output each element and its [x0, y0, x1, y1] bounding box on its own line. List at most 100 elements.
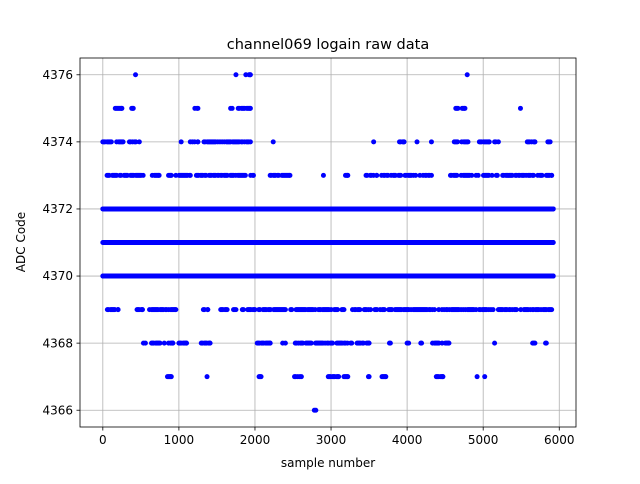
- data-point: [440, 374, 446, 380]
- data-point: [465, 139, 471, 145]
- data-point: [398, 172, 404, 178]
- y-axis-ticks: 4366 4368 4370 4372 4374 4376: [42, 68, 80, 417]
- data-point: [454, 139, 460, 145]
- data-point: [247, 72, 253, 78]
- data-point: [267, 340, 273, 346]
- data-point: [492, 340, 498, 346]
- data-point: [494, 172, 500, 178]
- data-point: [240, 307, 246, 313]
- x-tick-label: 5000: [468, 433, 499, 447]
- data-point: [532, 340, 538, 346]
- data-point: [549, 307, 555, 313]
- data-point: [413, 172, 419, 178]
- data-point: [168, 172, 174, 178]
- data-point: [229, 105, 235, 111]
- data-point: [446, 340, 452, 346]
- data-point: [252, 307, 258, 313]
- data-point: [550, 206, 556, 212]
- y-tick-label: 4370: [42, 269, 73, 283]
- data-point: [406, 340, 412, 346]
- data-point: [532, 139, 538, 145]
- data-point: [357, 307, 363, 313]
- data-point: [282, 307, 288, 313]
- data-point: [170, 340, 176, 346]
- y-tick-label: 4374: [42, 135, 73, 149]
- data-point: [531, 172, 537, 178]
- data-point: [550, 273, 556, 279]
- data-point: [414, 139, 420, 145]
- data-point: [345, 172, 351, 178]
- data-point: [108, 139, 114, 145]
- data-point: [345, 374, 351, 380]
- data-point: [258, 374, 264, 380]
- data-point: [381, 307, 387, 313]
- data-point: [195, 105, 201, 111]
- data-point: [543, 340, 549, 346]
- data-point: [349, 340, 355, 346]
- x-tick-label: 1000: [164, 433, 195, 447]
- data-point: [313, 407, 319, 413]
- data-point: [341, 307, 347, 313]
- data-point: [330, 340, 336, 346]
- x-axis-ticks: 0 1000 2000 3000 4000 5000 6000: [99, 427, 575, 447]
- data-point: [289, 307, 295, 313]
- data-point: [250, 172, 256, 178]
- data-point: [469, 172, 475, 178]
- data-point: [242, 172, 248, 178]
- data-point: [130, 105, 136, 111]
- data-point: [514, 307, 520, 313]
- x-tick-label: 6000: [544, 433, 575, 447]
- x-tick-label: 0: [99, 433, 107, 447]
- y-tick-label: 4376: [42, 68, 73, 82]
- data-point: [178, 139, 184, 145]
- data-point: [366, 374, 372, 380]
- data-point: [482, 374, 488, 380]
- data-point: [115, 307, 121, 313]
- data-point: [161, 340, 167, 346]
- data-point: [335, 307, 341, 313]
- data-point: [550, 240, 556, 245]
- data-point: [120, 139, 126, 145]
- data-point: [475, 172, 481, 178]
- data-point: [224, 307, 230, 313]
- x-tick-label: 2000: [240, 433, 271, 447]
- data-point: [455, 105, 461, 111]
- data-point: [428, 172, 434, 178]
- data-point: [233, 307, 239, 313]
- y-tick-label: 4372: [42, 202, 73, 216]
- data-point: [157, 340, 163, 346]
- data-point: [495, 139, 501, 145]
- chart-title: channel069 logain raw data: [227, 37, 429, 53]
- data-point: [383, 374, 389, 380]
- data-point: [474, 374, 480, 380]
- data-point: [195, 139, 201, 145]
- data-point: [308, 340, 314, 346]
- data-point: [140, 172, 146, 178]
- data-point: [490, 307, 496, 313]
- data-point: [156, 172, 162, 178]
- data-point: [204, 374, 210, 380]
- axes-frame: [79, 57, 577, 428]
- data-point: [462, 105, 468, 111]
- data-point: [489, 172, 495, 178]
- y-tick-label: 4366: [42, 403, 73, 417]
- data-point: [517, 105, 523, 111]
- data-point: [136, 139, 142, 145]
- data-point: [486, 139, 492, 145]
- data-point: [454, 172, 460, 178]
- data-point: [142, 340, 148, 346]
- data-point: [247, 105, 253, 111]
- data-point: [336, 374, 342, 380]
- data-point: [207, 340, 213, 346]
- data-point: [133, 139, 139, 145]
- data-point: [119, 105, 125, 111]
- data-point: [371, 139, 377, 145]
- y-axis-label: ADC Code: [14, 212, 28, 272]
- data-point: [184, 340, 189, 346]
- data-point: [205, 307, 211, 313]
- data-point: [270, 139, 276, 145]
- data-point: [282, 340, 288, 346]
